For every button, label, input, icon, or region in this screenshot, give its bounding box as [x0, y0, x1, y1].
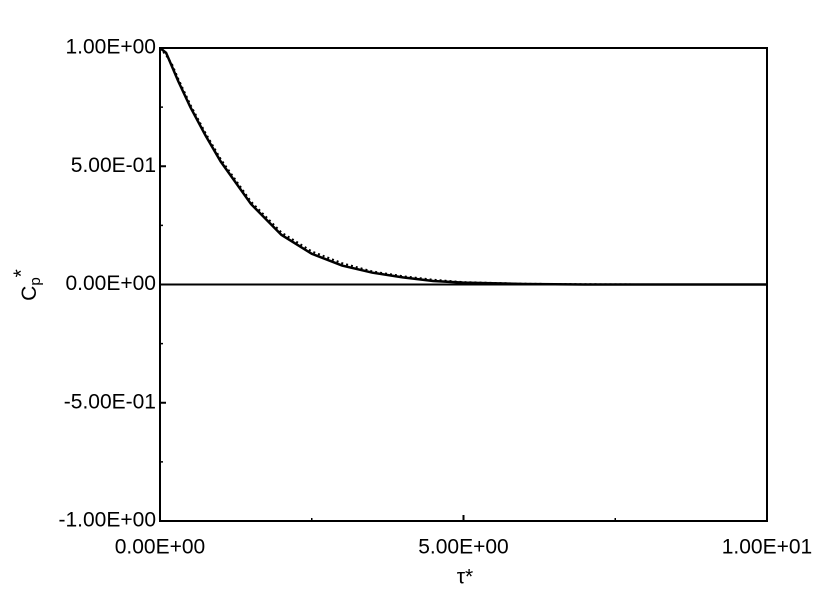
- y-tick-label: 1.00E+00: [65, 36, 156, 59]
- y-tick-label: 0.00E+00: [65, 272, 156, 295]
- y-tick-label: -5.00E-01: [64, 390, 156, 413]
- y-label-base: C: [18, 286, 41, 301]
- y-tick-label: -1.00E+00: [59, 509, 157, 532]
- x-tick-label: 1.00E+01: [722, 536, 813, 559]
- y-label-sub: p: [27, 277, 44, 285]
- data-line: [159, 47, 767, 286]
- x-tick-label: 0.00E+00: [115, 536, 206, 559]
- y-axis-label: Cp*: [10, 269, 44, 301]
- data-line: [159, 47, 767, 286]
- x-tick-label: 5.00E+00: [418, 536, 509, 559]
- y-label-sup: *: [10, 269, 33, 277]
- y-tick-label: 5.00E-01: [71, 154, 156, 177]
- x-axis-label: τ*: [457, 566, 473, 589]
